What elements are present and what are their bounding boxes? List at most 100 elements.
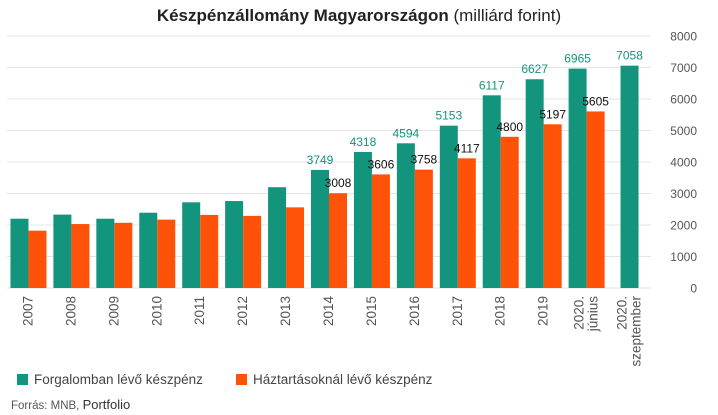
x-tick-2013: 2013 [278,296,293,326]
legend-swatch-forgalomban [17,374,28,385]
x-tick-label-2017: 2017 [450,296,465,326]
x-tick-label-2020. szeptember-line2: szeptember [629,296,644,367]
bar-haztartasoknal-2012 [243,215,262,288]
x-tick-label-2011: 2011 [192,296,207,325]
data-label-haztartasoknal-2018: 4800 [496,120,523,134]
bar-haztartasoknal-2009 [114,222,133,288]
bar-forgalomban-2010 [139,212,158,288]
x-tick-label-2016: 2016 [407,296,422,326]
y-tick-label-8000: 8000 [670,30,697,44]
bars [10,65,639,289]
bar-forgalomban-2020. szeptember [620,65,639,288]
chart-title-unit: (milliárd forint) [448,6,562,25]
x-tick-label-2019: 2019 [536,296,551,326]
y-tick-label-1000: 1000 [670,250,697,264]
bar-haztartasoknal-2020. június [586,111,605,288]
y-tick-label-2000: 2000 [670,219,697,233]
y-axis-labels: 0 1000 2000 3000 4000 5000 6000 7000 8000 [670,30,697,296]
x-tick-2018: 2018 [493,296,508,326]
bar-forgalomban-2016 [396,143,415,288]
bar-haztartasoknal-2014 [329,193,347,288]
data-label-forgalomban-2019: 6627 [521,62,548,76]
chart-title: Készpénzállomány Magyarországon (milliár… [0,6,718,26]
chart-title-main: Készpénzállomány Magyarországon [156,6,449,25]
data-label-haztartasoknal-2015: 3606 [368,157,395,171]
x-tick-2017: 2017 [450,296,465,326]
source-note: Forrás: MNB, Portfolio [11,397,130,412]
bar-forgalomban-2007 [10,218,29,288]
legend-label-haztartasoknal: Háztartásoknál lévő készpénz [253,372,433,387]
bar-forgalomban-2013 [268,187,287,288]
x-tick-2015: 2015 [364,296,379,326]
x-tick-2020. június: 2020. június [572,296,601,333]
y-tick-label-7000: 7000 [670,61,697,75]
x-tick-2020. szeptember: 2020. szeptember [615,296,644,367]
y-tick-label-3000: 3000 [670,187,697,201]
bar-forgalomban-2008 [53,214,72,288]
x-tick-2011: 2011 [192,296,207,325]
legend-label-forgalomban: Forgalomban lévő készpénz [34,372,203,387]
x-tick-label-2008: 2008 [63,296,78,326]
data-labels: 3749 3008 4318 3606 4594 3758 5153 4117 6117 4800… [307,49,644,191]
data-label-forgalomban-2020. június: 6965 [564,52,591,66]
bar-haztartasoknal-2017 [457,158,476,288]
bar-haztartasoknal-2019 [543,124,562,289]
data-label-forgalomban-2014: 3749 [307,153,334,167]
bar-forgalomban-2018 [482,95,501,288]
x-tick-label-2007: 2007 [20,296,35,326]
data-label-haztartasoknal-2016: 3758 [411,153,438,167]
data-label-forgalomban-2018: 6117 [479,78,505,92]
x-tick-label-2010: 2010 [149,296,164,326]
x-tick-2014: 2014 [321,296,336,327]
bar-forgalomban-2011 [182,202,201,288]
data-label-haztartasoknal-2017: 4117 [454,141,480,155]
bar-haztartasoknal-2008 [71,224,90,288]
data-label-haztartasoknal-2020. június: 5605 [582,94,609,108]
bar-forgalomban-2012 [225,201,244,288]
legend-item-haztartasoknal[interactable]: Háztartásoknál lévő készpénz [236,372,432,387]
x-tick-label-2014: 2014 [321,296,336,327]
y-tick-label-4000: 4000 [670,156,697,170]
y-tick-label-0: 0 [690,282,697,296]
x-tick-label-2020. június-line1: 2020. [572,296,587,330]
x-axis-labels: 2007 2008 2009 2010 2011 2012 2013 2014 2015 2016… [20,296,643,367]
x-tick-2007: 2007 [20,296,35,326]
data-label-haztartasoknal-2019: 5197 [539,107,566,121]
x-tick-label-2012: 2012 [235,296,250,326]
x-tick-label-2018: 2018 [493,296,508,326]
x-tick-2009: 2009 [106,296,121,326]
source-prefix: Forrás: MNB, [11,400,80,412]
bar-forgalomban-2015 [353,151,372,288]
bar-haztartasoknal-2007 [28,230,47,288]
legend-item-forgalomban[interactable]: Forgalomban lévő készpénz [17,372,203,387]
y-tick-label-5000: 5000 [670,124,697,138]
bar-forgalomban-2017 [439,125,458,288]
bar-forgalomban-2019 [525,79,544,288]
x-tick-2008: 2008 [63,296,78,326]
bar-haztartasoknal-2011 [200,214,219,288]
bar-forgalomban-2014 [311,169,329,288]
x-tick-label-2009: 2009 [106,296,121,326]
bar-haztartasoknal-2013 [286,207,305,288]
x-tick-2012: 2012 [235,296,250,326]
x-tick-2016: 2016 [407,296,422,326]
x-tick-2019: 2019 [536,296,551,326]
data-label-forgalomban-2017: 5153 [435,109,462,123]
data-label-forgalomban-2015: 4318 [350,135,377,149]
y-tick-label-6000: 6000 [670,93,697,107]
bar-forgalomban-2020. június [568,68,587,288]
x-tick-label-2020. szeptember-line1: 2020. [615,296,630,330]
data-label-forgalomban-2016: 4594 [393,126,420,140]
x-tick-2010: 2010 [149,296,164,326]
data-label-haztartasoknal-2014: 3008 [325,176,352,190]
bar-haztartasoknal-2015 [371,174,390,288]
x-tick-label-2013: 2013 [278,296,293,326]
source-brand: Portfolio [82,397,131,412]
bar-forgalomban-2009 [96,218,115,288]
data-label-forgalomban-2020. szeptember: 7058 [616,49,643,63]
x-tick-label-2020. június-line2: június [586,296,601,333]
legend-swatch-haztartasoknal [236,374,247,385]
bar-haztartasoknal-2018 [500,136,519,288]
x-tick-label-2015: 2015 [364,296,379,326]
